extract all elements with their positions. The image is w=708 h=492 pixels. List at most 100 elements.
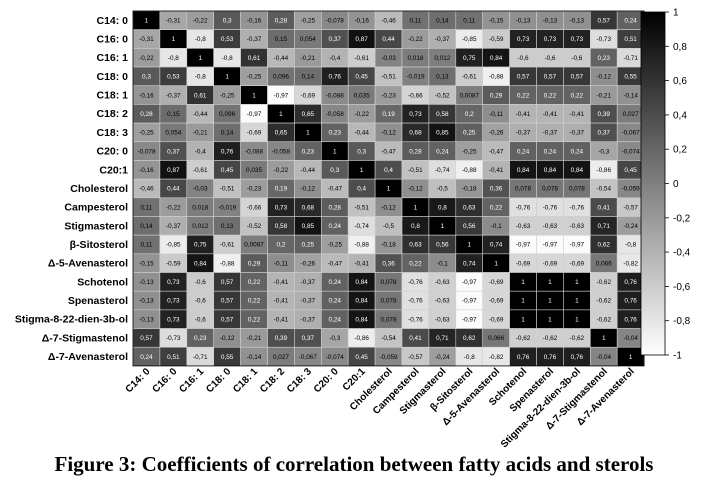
cell-value-label: 0,61 xyxy=(194,92,207,99)
cell-value-label: -0,41 xyxy=(570,111,585,118)
cell-value-label: -0,37 xyxy=(166,92,181,99)
cell-value-label: 1 xyxy=(629,354,633,361)
cell-value-label: 0,73 xyxy=(167,316,180,323)
cell-value-label: -0,88 xyxy=(462,167,477,174)
row-label: C20: 0 xyxy=(96,146,128,158)
cell-value-label: 1 xyxy=(360,167,364,174)
cell-value-label: -0,85 xyxy=(462,36,477,43)
cell-value-label: 0,51 xyxy=(624,36,637,43)
row-label: C16: 1 xyxy=(96,52,128,64)
cell-value-label: -0,66 xyxy=(247,204,262,211)
cell-value-label: 0,28 xyxy=(409,148,422,155)
cell-value-label: 0,84 xyxy=(544,167,557,174)
cell-value-label: 0,44 xyxy=(167,186,180,193)
cell-value-label: -0,97 xyxy=(462,298,477,305)
colorbar-tick-label: -0,6 xyxy=(673,282,691,293)
cell-value-label: 0,45 xyxy=(624,167,637,174)
cell-value-label: -0,12 xyxy=(408,186,423,193)
cell-value-label: 0,3 xyxy=(330,167,339,174)
cell-value-label: 0,87 xyxy=(355,36,368,43)
cell-value-label: -0,074 xyxy=(326,354,345,361)
cell-value-label: 0,078 xyxy=(381,279,397,286)
cell-value-label: 1 xyxy=(548,298,552,305)
cell-value-label: -0,019 xyxy=(218,204,237,211)
cell-value-label: -0,4 xyxy=(195,148,206,155)
cell-value-label: -0,69 xyxy=(489,298,504,305)
cell-value-label: 0,018 xyxy=(192,204,208,211)
cell-value-label: -0,63 xyxy=(516,223,531,230)
cell-value-label: 0,84 xyxy=(571,167,584,174)
cell-value-label: 1 xyxy=(521,298,525,305)
cell-value-label: 0,19 xyxy=(382,111,395,118)
cell-value-label: -0,41 xyxy=(274,316,289,323)
column-label: C18: 3 xyxy=(285,366,314,395)
cell-value-label: 0,45 xyxy=(221,167,234,174)
cell-value-label: 0,23 xyxy=(598,55,611,62)
cell-value-label: -0,37 xyxy=(516,130,531,137)
correlation-heatmap: 1 -0,31 -0,22 0,3 -0,16 0,28 -0,25 -0,078 -0,16-… xyxy=(15,8,691,451)
cell-value-label: 0,85 xyxy=(436,130,449,137)
cell-value-label: -0,13 xyxy=(570,18,585,25)
cell-value-label: 0,027 xyxy=(273,354,289,361)
cell-value-label: -0,078 xyxy=(137,148,156,155)
cell-value-label: 0,22 xyxy=(248,279,261,286)
cell-value-label: 0,84 xyxy=(355,279,368,286)
cell-value-label: 1 xyxy=(494,260,498,267)
cell-value-label: -0,25 xyxy=(139,130,154,137)
cell-value-label: -0,5 xyxy=(437,186,448,193)
cell-value-label: 0,14 xyxy=(436,18,449,25)
cell-value-label: 0,36 xyxy=(382,260,395,267)
cell-value-label: -0,18 xyxy=(462,186,477,193)
row-label: C16: 0 xyxy=(96,34,128,46)
cell-value-label: -0,69 xyxy=(516,260,531,267)
cell-value-label: 0,74 xyxy=(490,242,503,249)
cell-value-label: 0,24 xyxy=(140,354,153,361)
cell-value-label: 1 xyxy=(198,55,202,62)
cell-value-label: -0,62 xyxy=(596,298,611,305)
cell-value-label: 0,012 xyxy=(192,223,208,230)
cell-value-label: -0,088 xyxy=(245,148,264,155)
colorbar-tick-label: -0,4 xyxy=(673,248,691,259)
cell-value-label: -0,16 xyxy=(247,18,262,25)
row-label: Δ-7-Stigmastenol xyxy=(42,332,128,344)
cell-value-label: 0,3 xyxy=(357,148,366,155)
cell-value-label: -0,51 xyxy=(381,74,396,81)
cell-value-label: 1 xyxy=(414,204,418,211)
cell-value-label: 0,73 xyxy=(275,204,288,211)
cell-value-label: 0,71 xyxy=(436,335,449,342)
cell-value-label: -0,52 xyxy=(247,223,262,230)
cell-value-label: -0,63 xyxy=(570,223,585,230)
cell-value-label: 0,51 xyxy=(167,354,180,361)
cell-value-label: 1 xyxy=(441,223,445,230)
cell-value-label: 0,14 xyxy=(221,130,234,137)
cell-value-label: 0,57 xyxy=(571,74,584,81)
cell-value-label: 0,56 xyxy=(463,223,476,230)
cell-value-label: 0,11 xyxy=(409,18,421,25)
cell-value-label: -0,6 xyxy=(571,55,582,62)
cell-value-label: -0,97 xyxy=(462,279,477,286)
cell-value-label: 1 xyxy=(575,279,579,286)
cell-value-label: 0,39 xyxy=(598,111,611,118)
cell-value-label: 0,57 xyxy=(598,18,611,25)
row-label: C18: 1 xyxy=(96,90,128,102)
cell-value-label: 0,4 xyxy=(384,167,393,174)
cell-value-label: 0,36 xyxy=(490,186,503,193)
cell-value-label: 0,11 xyxy=(463,18,475,25)
cell-value-label: -0,22 xyxy=(274,167,289,174)
cell-value-label: -0,51 xyxy=(408,167,423,174)
cell-value-label: -0,019 xyxy=(406,74,425,81)
cell-value-label: 1 xyxy=(467,242,471,249)
figure-caption: Figure 3: Coefficients of correlation be… xyxy=(54,452,654,476)
cell-value-label: 0,22 xyxy=(571,92,584,99)
cell-value-label: 0,15 xyxy=(167,111,180,118)
cell-value-label: 0,62 xyxy=(463,335,476,342)
column-label: C16: 0 xyxy=(150,366,179,395)
cell-value-label: -0,067 xyxy=(299,354,318,361)
cell-value-label: -0,5 xyxy=(383,223,394,230)
cell-value-label: -0,25 xyxy=(327,242,342,249)
cell-value-label: -0,73 xyxy=(166,335,181,342)
cell-value-label: 0,84 xyxy=(355,316,368,323)
cell-value-label: -0,69 xyxy=(247,130,262,137)
cell-value-label: 0,57 xyxy=(221,279,234,286)
cell-value-label: 0,41 xyxy=(409,335,422,342)
